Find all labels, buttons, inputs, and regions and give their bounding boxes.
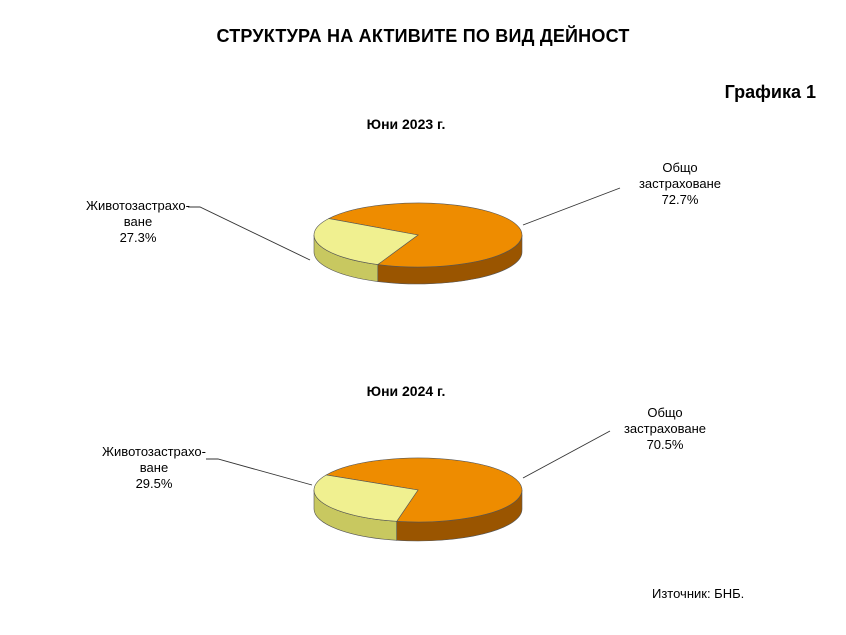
slice-name-line1: Животозастрахо- <box>102 444 206 459</box>
pie-slice-life <box>313 218 419 265</box>
slice-name-line2: ване <box>123 214 153 229</box>
pie-slice-general <box>325 457 523 523</box>
slice-name-line2: ване <box>139 460 169 475</box>
pie-chart-2024-svg <box>206 430 611 542</box>
leader-line-general <box>522 187 621 226</box>
slice-value: 70.5% <box>646 437 684 452</box>
leader-line-general <box>522 430 611 479</box>
slice-value: 27.3% <box>119 230 157 245</box>
chart-title-2023: Юни 2023 г. <box>366 116 446 132</box>
pie-slice-general <box>327 202 523 268</box>
slice-value: 29.5% <box>135 476 173 491</box>
slice-label-life-2023: Животозастрахо- ване 27.3% <box>68 198 208 246</box>
pie-chart-2023: Юни 2023 г. Общо застраховане 72.7% Живо… <box>0 110 846 370</box>
slice-value: 72.7% <box>661 192 699 207</box>
leader-line-life <box>206 458 313 486</box>
slice-name-line1: Общо <box>662 160 698 175</box>
pie-slice-life <box>313 474 419 522</box>
pie-chart-2024: Юни 2024 г. Общо застраховане 70.5% Живо… <box>0 375 846 635</box>
slice-name-line1: Общо <box>647 405 683 420</box>
graph-number: Графика 1 <box>724 82 816 102</box>
leader-line-life <box>188 206 311 261</box>
slice-name-line2: застраховане <box>638 176 722 191</box>
pie-chart-2023-svg <box>188 187 621 285</box>
page-title: СТРУКТУРА НА АКТИВИТЕ ПО ВИД ДЕЙНОСТ <box>216 26 630 46</box>
slice-label-life-2024: Животозастрахо- ване 29.5% <box>84 444 224 492</box>
slice-name-line2: застраховане <box>623 421 707 436</box>
slice-label-general-2023: Общо застраховане 72.7% <box>610 160 750 208</box>
slice-label-general-2024: Общо застраховане 70.5% <box>595 405 735 453</box>
slice-name-line1: Животозастрахо- <box>86 198 190 213</box>
chart-title-2024: Юни 2024 г. <box>366 383 446 399</box>
source-note: Източник: БНБ. <box>652 586 745 601</box>
